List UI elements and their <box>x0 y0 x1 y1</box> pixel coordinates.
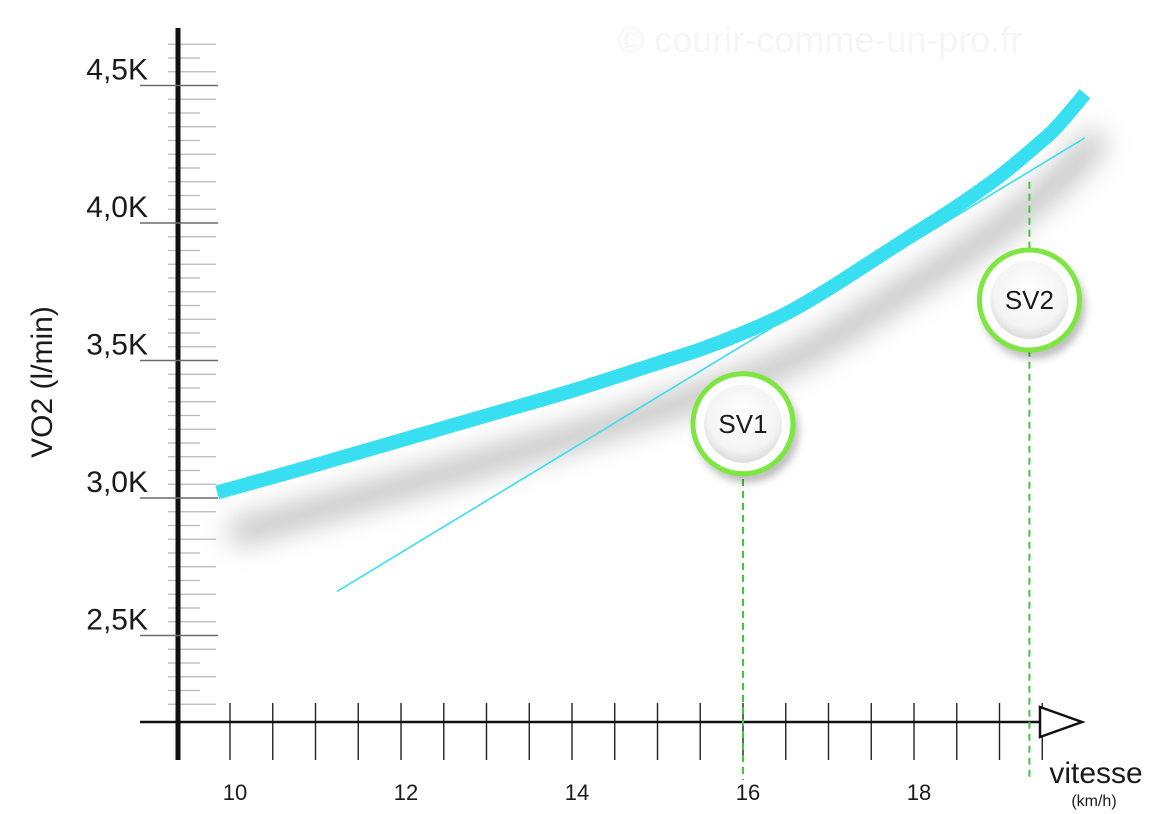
tangent-line <box>336 137 1086 593</box>
x-tick-labels: 10 12 14 16 18 <box>223 780 931 805</box>
x-tick-label: 18 <box>907 780 931 805</box>
y-tick-label: 4,5K <box>86 54 148 87</box>
x-axis-unit: (km/h) <box>1071 793 1116 810</box>
series-line-vo2 <box>215 89 1091 500</box>
y-tick-label: 2,5K <box>86 604 148 637</box>
series-lines <box>215 89 1091 593</box>
threshold-label: SV2 <box>1005 285 1054 315</box>
series-shadow <box>228 128 1108 546</box>
x-axis-title: vitesse <box>1049 757 1142 790</box>
x-tick-label: 12 <box>394 780 418 805</box>
curve-shadow <box>228 128 1108 546</box>
y-axis-title: VO2 (l/min) <box>26 306 59 458</box>
y-tick-label: 3,5K <box>86 329 148 362</box>
x-tick-label: 14 <box>565 780 589 805</box>
x-tick-label: 16 <box>736 780 760 805</box>
y-tick-label: 4,0K <box>86 191 148 224</box>
threshold-marker-inner <box>990 261 1069 339</box>
threshold-markers: SV1 SV2 <box>690 247 1086 483</box>
threshold-label: SV1 <box>718 409 767 439</box>
x-axis-arrow-icon <box>1038 705 1086 739</box>
y-tick-label: 3,0K <box>86 466 148 499</box>
y-tick-labels: 2,5K 3,0K 3,5K 4,0K 4,5K <box>86 54 218 637</box>
watermark-text: © courir-comme-un-pro.fr <box>618 19 1023 60</box>
axes <box>140 28 1086 760</box>
x-tick-label: 10 <box>223 780 247 805</box>
threshold-marker-inner <box>704 384 782 463</box>
